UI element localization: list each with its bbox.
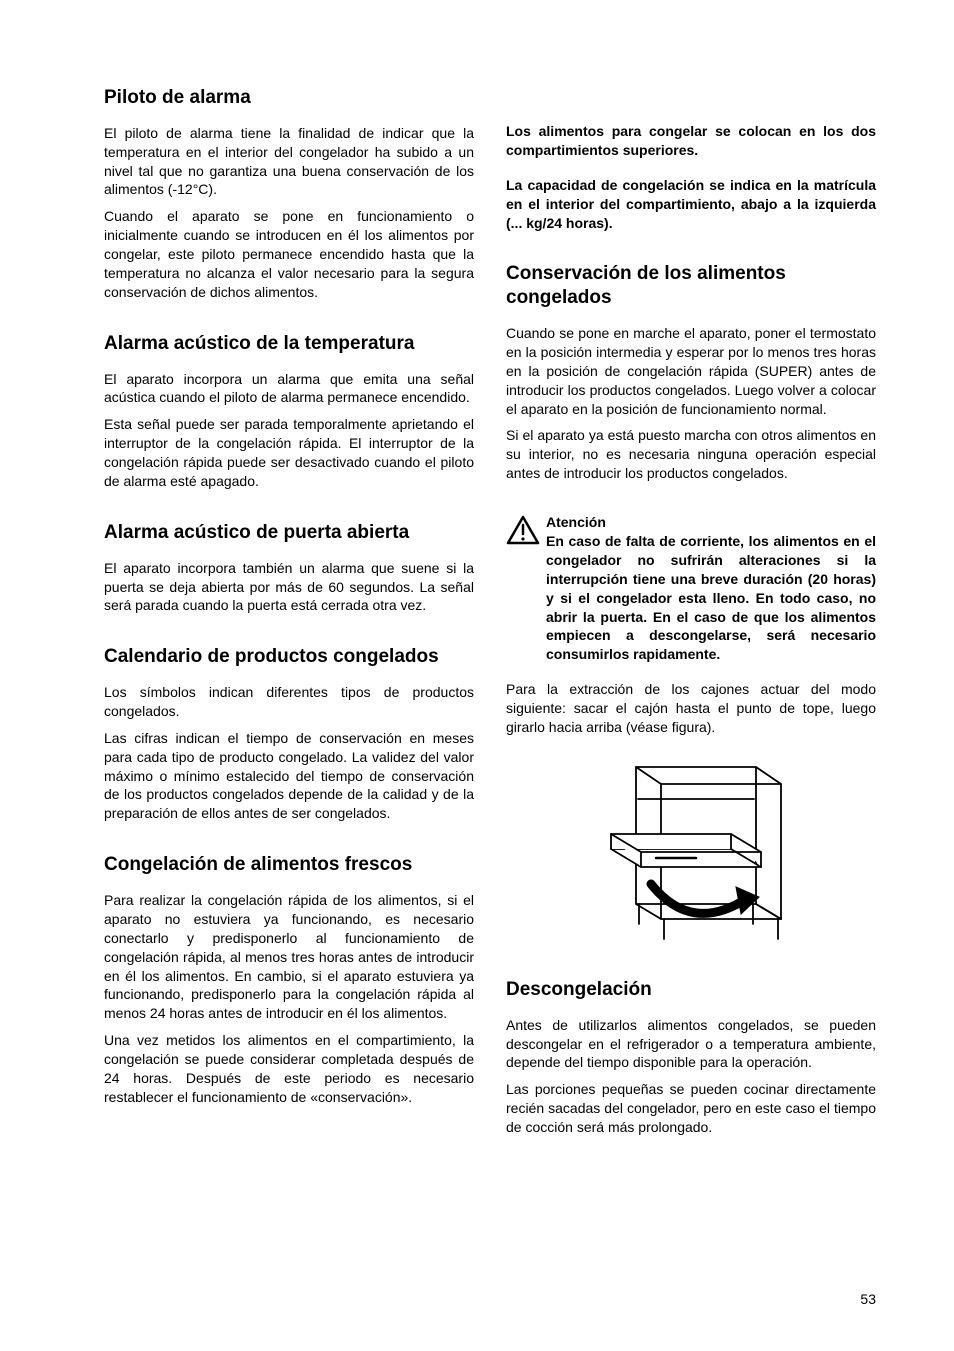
heading: Congelación de alimentos frescos — [104, 853, 474, 877]
paragraph: Para realizar la congelación rápida de l… — [104, 891, 474, 1023]
paragraph: Antes de utilizarlos alimentos congelado… — [506, 1016, 876, 1073]
paragraph: Si el aparato ya está puesto marcha con … — [506, 426, 876, 483]
warning-block: Atención En caso de falta de corriente, … — [506, 513, 876, 664]
paragraph: Una vez metidos los alimentos en el comp… — [104, 1031, 474, 1107]
section-conservacion: Conservación de los alimentos congelados… — [506, 262, 876, 483]
warning-text: Atención En caso de falta de corriente, … — [546, 513, 876, 664]
page-number: 53 — [860, 1291, 876, 1307]
warning-body: En caso de falta de corriente, los alime… — [546, 533, 876, 662]
paragraph: Esta señal puede ser parada temporalment… — [104, 415, 474, 491]
heading: Alarma acústico de puerta abierta — [104, 521, 474, 545]
spacer — [506, 168, 876, 176]
drawer-note: Para la extracción de los cajones actuar… — [506, 680, 876, 737]
section-descongelacion: Descongelación Antes de utilizarlos alim… — [506, 978, 876, 1137]
spacer — [506, 86, 876, 122]
paragraph: El aparato incorpora también un alarma q… — [104, 559, 474, 616]
warning-title: Atención — [546, 513, 876, 532]
heading: Conservación de los alimentos congelados — [506, 262, 876, 310]
paragraph-bold: Los alimentos para congelar se colocan e… — [506, 122, 876, 160]
section-congelacion-frescos: Congelación de alimentos frescos Para re… — [104, 853, 474, 1107]
warning-icon — [506, 515, 540, 550]
section-piloto-alarma: Piloto de alarma El piloto de alarma tie… — [104, 86, 474, 302]
section-alarma-puerta: Alarma acústico de puerta abierta El apa… — [104, 521, 474, 615]
paragraph: El piloto de alarma tiene la finalidad d… — [104, 124, 474, 200]
heading: Alarma acústico de la temperatura — [104, 332, 474, 356]
paragraph: Las cifras indican el tiempo de conserva… — [104, 729, 474, 823]
page: Piloto de alarma El piloto de alarma tie… — [0, 0, 954, 1351]
heading: Calendario de productos congelados — [104, 645, 474, 669]
drawer-figure — [506, 749, 876, 954]
drawer-illustration — [581, 749, 801, 949]
left-column: Piloto de alarma El piloto de alarma tie… — [104, 86, 474, 1311]
right-column: Los alimentos para congelar se colocan e… — [506, 86, 876, 1311]
heading: Piloto de alarma — [104, 86, 474, 110]
paragraph: Cuando se pone en marche el aparato, pon… — [506, 324, 876, 418]
spacer — [506, 240, 876, 262]
heading: Descongelación — [506, 978, 876, 1002]
section-calendario: Calendario de productos congelados Los s… — [104, 645, 474, 823]
two-column-layout: Piloto de alarma El piloto de alarma tie… — [104, 86, 876, 1311]
paragraph: El aparato incorpora un alarma que emita… — [104, 370, 474, 408]
paragraph-bold: La capacidad de congelación se indica en… — [506, 176, 876, 233]
section-alarma-temperatura: Alarma acústico de la temperatura El apa… — [104, 332, 474, 491]
paragraph: Cuando el aparato se pone en funcionamie… — [104, 207, 474, 301]
paragraph: Las porciones pequeñas se pueden cocinar… — [506, 1080, 876, 1137]
paragraph: Los símbolos indican diferentes tipos de… — [104, 683, 474, 721]
